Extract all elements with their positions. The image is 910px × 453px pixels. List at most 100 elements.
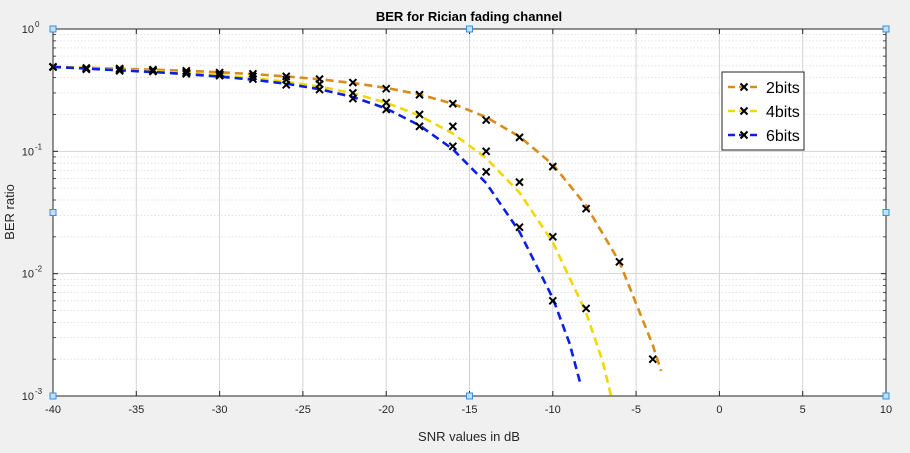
x-tick-label: -20 (378, 404, 394, 416)
legend[interactable]: 2bits 4bits 6bits (721, 71, 805, 151)
resize-handle[interactable] (882, 25, 890, 33)
series-marker-4bits (381, 98, 391, 107)
legend-box (721, 71, 805, 151)
series-marker-2bits (381, 84, 391, 93)
y-tick-label: 10 (22, 269, 34, 281)
series-markers (48, 62, 657, 364)
x-tick-label: -35 (128, 404, 144, 416)
y-tick-label: 10 (22, 146, 34, 158)
x-tick-label: -40 (45, 404, 61, 416)
series-marker-2bits (215, 68, 224, 77)
resize-handle[interactable] (49, 209, 57, 216)
resize-handle[interactable] (466, 25, 473, 33)
marker-stroke (448, 142, 458, 151)
marker-stroke (215, 71, 224, 80)
resize-handle[interactable] (49, 25, 57, 33)
marker-stroke (548, 162, 558, 171)
series-marker-2bits (648, 354, 657, 364)
series-marker-6bits (415, 122, 424, 131)
resize-handle[interactable] (49, 392, 57, 400)
series-marker-6bits (481, 167, 491, 177)
series-marker-4bits (515, 177, 524, 187)
resize-handle[interactable] (882, 392, 890, 400)
marker-stroke (648, 354, 657, 364)
resize-handle[interactable] (882, 209, 890, 216)
x-tick-label: -25 (295, 404, 311, 416)
series-marker-2bits (615, 257, 624, 267)
series-marker-6bits (448, 142, 458, 151)
y-tick-label: 10 (22, 391, 34, 403)
y-axis-label: BER ratio (2, 184, 17, 240)
marker-stroke (481, 115, 491, 125)
marker-stroke (381, 98, 391, 107)
series-curve-6bits (53, 65, 583, 387)
series-marker-2bits (548, 162, 558, 171)
x-tick-label: -5 (631, 404, 641, 416)
series-marker-2bits (448, 99, 458, 108)
marker-stroke (415, 122, 424, 131)
marker-stroke (415, 110, 424, 119)
selection-handles (49, 25, 890, 400)
marker-stroke (182, 69, 191, 79)
series-marker-4bits (581, 304, 591, 313)
x-tick-label: -10 (545, 404, 561, 416)
series-marker-6bits (148, 67, 158, 76)
series-marker-2bits (481, 115, 491, 125)
y-tick-exponent: -3 (35, 387, 43, 396)
marker-stroke (282, 80, 291, 89)
series-marker-2bits (182, 66, 191, 76)
resize-handle[interactable] (466, 392, 473, 400)
series-marker-6bits (548, 296, 558, 306)
series-curve-2bits (53, 65, 663, 372)
legend-marker (739, 130, 749, 140)
series-marker-6bits (348, 94, 358, 103)
y-tick-exponent: -2 (35, 265, 43, 274)
marker-stroke (615, 257, 624, 267)
x-tick-label: 5 (800, 404, 806, 416)
marker-stroke (515, 177, 524, 187)
series-marker-6bits (515, 222, 524, 232)
series-marker-6bits (82, 64, 91, 74)
marker-stroke (515, 133, 524, 142)
marker-stroke (448, 122, 458, 131)
series-marker-4bits (481, 147, 491, 156)
y-tick-exponent: 0 (35, 20, 40, 29)
marker-stroke (481, 167, 491, 177)
legend-marker (739, 106, 749, 116)
series-marker-6bits (115, 66, 124, 76)
marker-stroke (481, 147, 491, 156)
legend-marker (739, 82, 749, 92)
marker-stroke (115, 66, 124, 76)
marker-stroke (182, 66, 191, 76)
chart-title: BER for Rician fading channel (376, 9, 562, 24)
series-marker-4bits (448, 122, 458, 131)
marker-stroke (581, 304, 591, 313)
y-tick-label: 10 (22, 24, 34, 36)
marker-stroke (248, 72, 258, 81)
marker-stroke (148, 67, 158, 76)
marker-stroke (315, 85, 324, 94)
series-marker-2bits (515, 133, 524, 142)
series-marker-6bits (282, 80, 291, 89)
series-marker-6bits (248, 74, 258, 84)
x-tick-labels: -40 -35 -30 -25 -20 -15 -10 -5 0 5 10 (45, 404, 892, 416)
marker-stroke (448, 99, 458, 108)
series-marker-6bits (215, 71, 224, 80)
marker-stroke (548, 232, 558, 242)
series-marker-2bits (581, 204, 591, 213)
y-tick-exponent: -1 (35, 142, 43, 151)
marker-stroke (348, 78, 358, 87)
marker-stroke (381, 84, 391, 93)
marker-stroke (515, 222, 524, 232)
marker-stroke (548, 296, 558, 306)
series-marker-2bits (415, 90, 424, 99)
x-tick-label: 10 (880, 404, 892, 416)
x-axis-label: SNR values in dB (418, 429, 520, 444)
series-marker-4bits (415, 110, 424, 119)
x-tick-label: 0 (716, 404, 722, 416)
series-marker-6bits (381, 105, 391, 114)
marker-stroke (581, 204, 591, 213)
marker-stroke (82, 64, 91, 74)
